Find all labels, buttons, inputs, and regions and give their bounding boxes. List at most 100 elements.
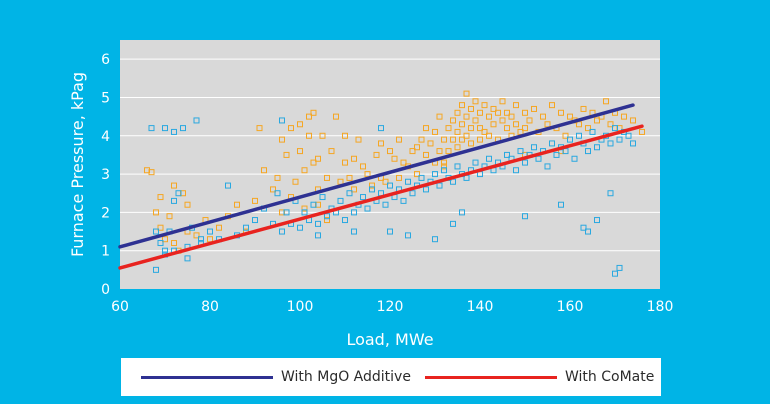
data-point (477, 109, 483, 116)
data-point (495, 109, 501, 116)
data-point (562, 132, 569, 139)
data-point (441, 136, 447, 143)
legend-item-mgo: With MgO Additive (141, 358, 411, 396)
data-point (499, 117, 506, 124)
data-point (216, 224, 222, 231)
data-point (481, 102, 488, 109)
data-point (477, 125, 483, 132)
data-point (274, 174, 281, 181)
data-point (603, 98, 609, 105)
data-point (517, 148, 524, 155)
data-point (378, 140, 384, 147)
data-point (315, 220, 321, 227)
data-point (342, 132, 348, 139)
data-point (162, 247, 168, 254)
data-point (459, 102, 465, 109)
y-tick-label: 0 (101, 282, 110, 298)
data-point (283, 151, 290, 158)
data-point (616, 264, 623, 271)
data-point (607, 140, 614, 147)
y-tick-label: 2 (101, 205, 110, 221)
data-point (558, 109, 564, 116)
y-tick-label: 4 (101, 129, 110, 145)
data-point (513, 167, 519, 174)
data-point (607, 190, 614, 197)
data-point (553, 151, 560, 158)
data-point (477, 136, 483, 143)
data-point (571, 155, 578, 162)
data-point (531, 105, 537, 112)
data-point (306, 132, 312, 139)
legend-swatch-mgo (141, 375, 273, 379)
data-point (612, 270, 618, 277)
data-point (337, 197, 344, 204)
data-point (472, 117, 479, 124)
x-tick-label: 60 (111, 299, 129, 315)
data-point (198, 236, 204, 243)
data-point (171, 240, 177, 247)
x-tick-label: 180 (647, 299, 674, 315)
data-point (207, 228, 213, 235)
data-point (454, 128, 461, 135)
data-point (360, 194, 366, 201)
data-point (432, 171, 438, 178)
data-point (171, 197, 177, 204)
x-tick-label: 120 (377, 299, 404, 315)
data-point (625, 132, 632, 139)
data-point (351, 228, 357, 235)
data-point (382, 178, 389, 185)
data-point (639, 128, 645, 135)
x-tick-label: 100 (287, 299, 314, 315)
data-point (450, 220, 456, 227)
data-point (297, 224, 303, 231)
data-point (292, 178, 299, 185)
data-point (148, 125, 155, 132)
data-point (319, 194, 326, 201)
data-point (351, 155, 357, 162)
data-point (585, 148, 591, 155)
data-point (522, 109, 528, 116)
data-point (315, 155, 321, 162)
data-point (355, 136, 362, 143)
data-point (409, 190, 416, 197)
data-point (616, 136, 623, 143)
data-point (589, 128, 596, 135)
data-point (279, 136, 285, 143)
data-point (522, 125, 528, 132)
data-point (166, 213, 173, 220)
data-point (261, 167, 267, 174)
data-point (576, 132, 582, 139)
data-point (157, 240, 164, 247)
data-point (463, 90, 470, 97)
data-point (270, 186, 276, 193)
data-point (468, 105, 474, 112)
data-point (175, 190, 182, 197)
data-point (319, 132, 326, 139)
data-point (157, 224, 164, 231)
data-point (522, 159, 528, 166)
y-tick-label: 5 (101, 90, 110, 106)
data-point (454, 144, 461, 151)
data-point (310, 109, 317, 116)
data-point (346, 174, 353, 181)
data-point (297, 148, 303, 155)
data-point (630, 140, 636, 147)
trend-line-1 (118, 124, 644, 270)
y-axis-title: Furnace Pressure, kPag (68, 72, 87, 257)
data-point (508, 113, 515, 120)
data-point (445, 148, 452, 155)
data-point (373, 151, 380, 158)
data-point (346, 190, 353, 197)
data-point (306, 113, 312, 120)
data-point (333, 113, 339, 120)
data-point (310, 201, 317, 208)
data-point (432, 236, 438, 243)
data-point (580, 224, 587, 231)
data-point (486, 155, 492, 162)
data-point (463, 132, 470, 139)
data-point (400, 159, 407, 166)
data-point (580, 105, 587, 112)
data-point (504, 109, 510, 116)
data-point (549, 102, 555, 109)
data-point (283, 209, 290, 216)
